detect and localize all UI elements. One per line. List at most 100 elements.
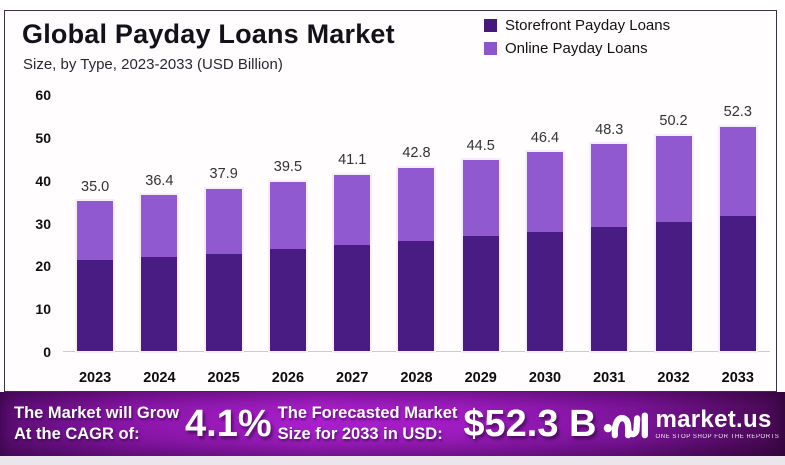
brand-tagline: ONE STOP SHOP FOR THE REPORTS: [655, 434, 780, 440]
bar-segment-online-2029: [462, 160, 499, 237]
bar-column-2028: 42.8: [396, 97, 437, 354]
bar-column-2027: 41.1: [332, 97, 373, 354]
bar-column-2025: 37.9: [203, 97, 244, 354]
y-axis-tick-60: 60: [35, 87, 51, 103]
bar-stack-2029: [460, 158, 501, 353]
x-axis-label-2023: 2023: [78, 370, 112, 386]
x-axis-label-2026: 2026: [271, 370, 305, 386]
bar-stack-2024: [139, 193, 180, 353]
bar-segment-online-2028: [398, 167, 435, 242]
bar-total-label-2030: 46.4: [530, 129, 560, 146]
bar-segment-online-2027: [334, 174, 371, 246]
footer-banner: The Market will Grow At the CAGR of: 4.1…: [0, 392, 785, 456]
bar-column-2024: 36.4: [139, 97, 180, 353]
bottom-strip: [0, 456, 785, 465]
bar-stack-2028: [396, 165, 437, 354]
bar-stack-2027: [332, 172, 373, 354]
marketus-logo-icon: [603, 412, 648, 439]
bar-segment-storefront-2026: [269, 249, 306, 351]
bar-segment-storefront-2023: [77, 260, 114, 351]
cagr-label-line1: The Market will Grow: [14, 403, 180, 422]
bar-total-label-2027: 41.1: [338, 152, 367, 169]
x-axis-label-2031: 2031: [593, 370, 626, 386]
y-axis-tick-40: 40: [35, 172, 51, 189]
storefront-swatch-icon: [484, 19, 497, 32]
x-axis-label-2032: 2032: [657, 370, 690, 386]
forecast-value: $52.3 B: [463, 403, 597, 445]
bar-segment-storefront-2025: [205, 253, 242, 351]
bar-total-label-2024: 36.4: [145, 172, 174, 189]
legend: Storefront Payday Loans Online Payday Lo…: [484, 17, 670, 57]
x-axis-label-2027: 2027: [336, 370, 369, 386]
bar-total-label-2033: 52.3: [723, 104, 752, 121]
forecast-label-line1: The Forecasted Market: [277, 403, 458, 422]
bar-total-label-2031: 48.3: [595, 121, 624, 138]
cagr-label: The Market will Grow At the CAGR of:: [14, 403, 179, 445]
chart-card: Global Payday Loans Market Size, by Type…: [4, 10, 777, 392]
bar-segment-online-2023: [77, 201, 114, 261]
bar-stack-2030: [524, 150, 565, 353]
brand-logo: market.us ONE STOP SHOP FOR THE REPORTS: [603, 408, 780, 440]
bar-segment-storefront-2031: [591, 226, 628, 351]
online-swatch-icon: [484, 42, 497, 55]
bar-segment-online-2026: [269, 181, 306, 250]
bar-stack-2026: [267, 179, 308, 354]
bar-segment-storefront-2033: [719, 216, 756, 351]
x-axis-label-2030: 2030: [528, 370, 562, 386]
forecast-label-line2: Size for 2033 in USD:: [277, 425, 443, 443]
x-axis-label-2033: 2033: [721, 370, 754, 386]
cagr-label-line2: At the CAGR of:: [14, 425, 140, 443]
bar-segment-storefront-2024: [141, 256, 178, 351]
bar-column-2029: 44.5: [460, 97, 501, 353]
plot-area: 35.0 36.4 37.9 39.5 41.1 42.8 44.5 46.4 48.3 50.2…: [63, 97, 770, 354]
legend-item-online: Online Payday Loans: [484, 40, 670, 57]
y-axis-tick-50: 50: [35, 129, 51, 146]
bar-stack-2023: [75, 199, 116, 353]
bar-segment-storefront-2032: [655, 222, 692, 351]
x-axis-label-2025: 2025: [207, 370, 240, 386]
bar-total-label-2023: 35.0: [81, 178, 110, 195]
y-axis-tick-20: 20: [35, 258, 51, 275]
bar-total-label-2028: 42.8: [402, 145, 431, 162]
bar-total-label-2032: 50.2: [659, 113, 688, 130]
legend-item-storefront: Storefront Payday Loans: [484, 17, 670, 34]
brand-text: market.us ONE STOP SHOP FOR THE REPORTS: [655, 406, 780, 441]
bar-stack-2031: [589, 142, 630, 353]
bar-column-2026: 39.5: [267, 97, 308, 354]
y-axis: 0 10 20 30 40 50 60: [5, 88, 51, 359]
cagr-value: 4.1%: [185, 403, 272, 445]
brand-name: market.us: [655, 406, 772, 433]
bar-segment-storefront-2028: [398, 241, 435, 351]
bar-segment-online-2033: [719, 127, 756, 217]
x-axis-labels: 2023 2024 2025 2026 2027 2028 2029 2030 2031 2032…: [63, 370, 770, 386]
bar-column-2032: 50.2: [653, 97, 694, 354]
x-axis-label-2024: 2024: [143, 370, 176, 386]
page-subtitle: Size, by Type, 2023-2033 (USD Billion): [23, 56, 283, 73]
bar-segment-online-2025: [205, 188, 242, 254]
bar-stack-2033: [717, 125, 758, 353]
bar-segment-storefront-2030: [526, 231, 563, 351]
bar-column-2031: 48.3: [589, 97, 630, 353]
bar-segment-online-2030: [526, 152, 563, 232]
bar-segment-online-2032: [655, 135, 692, 223]
bar-total-label-2029: 44.5: [466, 137, 495, 154]
bar-total-label-2026: 39.5: [273, 159, 303, 176]
bar-stack-2032: [653, 133, 694, 354]
legend-label-storefront: Storefront Payday Loans: [505, 17, 671, 34]
bar-total-label-2025: 37.9: [209, 166, 238, 183]
x-axis-label-2029: 2029: [464, 370, 497, 386]
page-title: Global Payday Loans Market: [22, 19, 395, 49]
bar-column-2023: 35.0: [75, 97, 116, 353]
y-axis-tick-10: 10: [35, 301, 51, 318]
bar-stack-2025: [203, 186, 244, 354]
bar-segment-online-2031: [591, 144, 628, 227]
bar-segment-storefront-2029: [462, 236, 499, 351]
forecast-label: The Forecasted Market Size for 2033 in U…: [278, 403, 458, 445]
y-axis-tick-30: 30: [35, 215, 51, 232]
bar-segment-storefront-2027: [334, 245, 371, 351]
y-axis-tick-0: 0: [43, 344, 51, 360]
bar-segment-online-2024: [141, 195, 178, 257]
x-axis-label-2028: 2028: [400, 370, 433, 386]
bar-column-2033: 52.3: [717, 97, 758, 353]
bar-column-2030: 46.4: [524, 97, 565, 353]
